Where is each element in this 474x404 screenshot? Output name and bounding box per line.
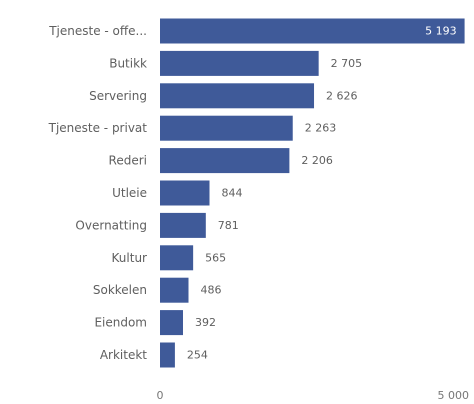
bar <box>160 180 210 206</box>
value-label: 254 <box>187 349 208 362</box>
value-label: 2 206 <box>301 154 333 167</box>
bar <box>160 18 465 44</box>
bar <box>160 115 293 141</box>
value-label: 844 <box>222 187 243 200</box>
bar <box>160 148 290 174</box>
bar <box>160 342 175 368</box>
value-label: 5 193 <box>425 25 457 38</box>
category-label: Tjeneste - offe... <box>48 24 147 38</box>
value-labels: 5 193 2 705 2 626 2 263 2 206 844 781 565 486 392… <box>187 25 457 362</box>
bar <box>160 83 315 109</box>
value-label: 2 705 <box>331 57 363 70</box>
category-label: Eiendom <box>94 316 147 330</box>
value-label: 392 <box>195 316 216 329</box>
category-label: Arkitekt <box>100 348 147 362</box>
value-label: 486 <box>201 284 222 297</box>
category-label: Overnatting <box>75 218 147 232</box>
value-label: 565 <box>205 251 226 264</box>
category-label: Utleie <box>112 186 147 200</box>
category-label: Butikk <box>109 56 147 70</box>
bars-group <box>160 18 465 368</box>
category-label: Sokkelen <box>93 283 147 297</box>
bar <box>160 50 319 76</box>
category-label: Rederi <box>109 154 147 168</box>
x-tick-label: 0 <box>157 389 164 402</box>
bar <box>160 212 206 238</box>
x-tick-label: 5 000 <box>438 389 470 402</box>
category-labels: Tjeneste - offe... Butikk Servering Tjenest… <box>48 24 148 362</box>
category-label: Tjeneste - privat <box>48 121 148 135</box>
bar <box>160 310 183 336</box>
value-label: 2 626 <box>326 89 358 102</box>
category-label: Kultur <box>112 251 148 265</box>
bar <box>160 245 194 271</box>
x-axis: 0 5 000 <box>157 389 470 402</box>
value-label: 781 <box>218 219 239 232</box>
category-label: Servering <box>89 89 147 103</box>
bar <box>160 277 189 303</box>
value-label: 2 263 <box>305 122 337 135</box>
